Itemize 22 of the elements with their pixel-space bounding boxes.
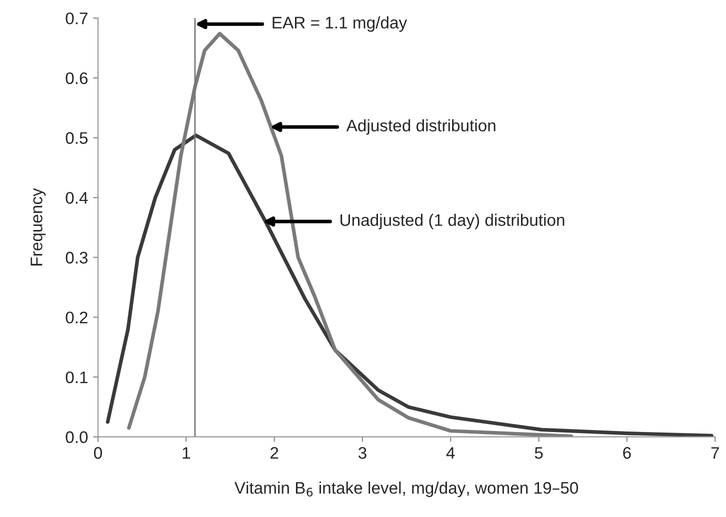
x-tick-label: 0 <box>94 447 102 459</box>
x-tick-label: 7 <box>711 447 719 459</box>
x-tick-label: 2 <box>270 447 278 459</box>
y-tick-label: 0.0 <box>66 431 88 444</box>
y-tick-label: 0.2 <box>66 312 88 324</box>
annotation: Adjusted distribution <box>346 119 496 135</box>
x-tick-label: 3 <box>358 447 366 459</box>
x-tick-label: 5 <box>534 447 543 459</box>
x-tick-label: 1 <box>182 447 190 459</box>
y-axis-title: Frequency <box>30 188 46 266</box>
x-tick-label: 4 <box>446 447 455 459</box>
y-tick-label: 0.7 <box>66 12 88 24</box>
x-axis-title: Vitamin B$_{6}$ intake level, mg/day, women 19–50 <box>234 482 578 498</box>
y-tick-label: 0.4 <box>66 192 88 204</box>
line-series <box>106 134 714 437</box>
annotation: Unadjusted (1 day) distribution <box>340 214 564 230</box>
y-tick-label: 0.5 <box>66 132 88 144</box>
y-tick-label: 0.6 <box>66 72 88 84</box>
annotation: EAR = 1.1 mg/day <box>272 16 408 32</box>
x-tick-label: 6 <box>623 447 631 459</box>
y-tick-label: 0.1 <box>66 371 88 384</box>
y-tick-label: 0.3 <box>66 252 88 264</box>
